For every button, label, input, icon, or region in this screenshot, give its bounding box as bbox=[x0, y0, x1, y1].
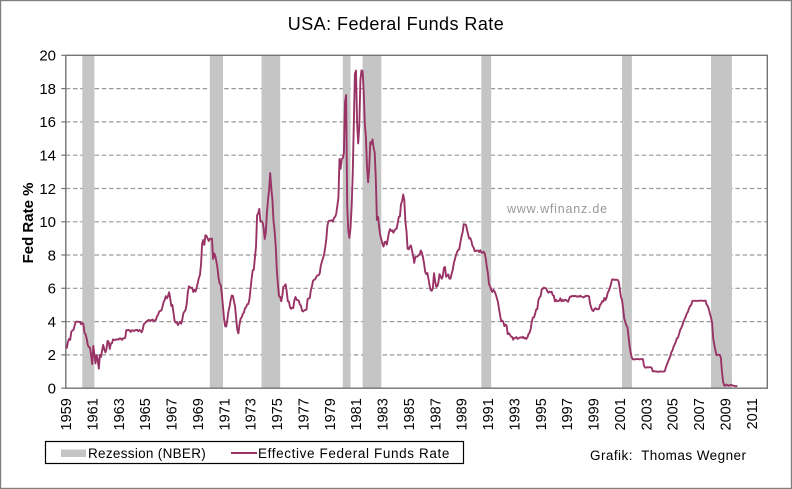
svg-text:12: 12 bbox=[39, 181, 56, 198]
svg-text:1983: 1983 bbox=[376, 398, 392, 430]
svg-text:10: 10 bbox=[39, 214, 56, 231]
svg-text:2007: 2007 bbox=[692, 398, 708, 430]
svg-text:8: 8 bbox=[48, 247, 56, 264]
svg-text:1967: 1967 bbox=[165, 398, 181, 430]
svg-text:2005: 2005 bbox=[666, 398, 682, 430]
svg-text:1991: 1991 bbox=[481, 398, 497, 430]
svg-text:1977: 1977 bbox=[296, 398, 312, 430]
svg-text:4: 4 bbox=[48, 314, 56, 331]
svg-text:6: 6 bbox=[48, 281, 56, 298]
svg-text:1995: 1995 bbox=[534, 398, 550, 430]
svg-text:2: 2 bbox=[48, 347, 56, 364]
svg-text:1973: 1973 bbox=[244, 398, 260, 430]
svg-text:2009: 2009 bbox=[719, 398, 735, 430]
svg-text:1993: 1993 bbox=[508, 398, 524, 430]
svg-text:1997: 1997 bbox=[560, 398, 576, 430]
svg-text:18: 18 bbox=[39, 81, 56, 98]
svg-text:1987: 1987 bbox=[428, 398, 444, 430]
svg-text:Effective Federal Funds Rate: Effective Federal Funds Rate bbox=[258, 446, 450, 461]
svg-text:2001: 2001 bbox=[613, 398, 629, 430]
svg-text:www.wfinanz.de: www.wfinanz.de bbox=[506, 202, 608, 216]
svg-text:1985: 1985 bbox=[402, 398, 418, 430]
svg-text:1989: 1989 bbox=[455, 398, 471, 430]
svg-text:1961: 1961 bbox=[85, 398, 101, 430]
svg-text:1999: 1999 bbox=[587, 398, 603, 430]
svg-text:Grafik: Thomas Wegner: Grafik: Thomas Wegner bbox=[590, 448, 747, 463]
svg-text:2003: 2003 bbox=[639, 398, 655, 430]
svg-text:1963: 1963 bbox=[112, 398, 128, 430]
svg-text:14: 14 bbox=[39, 148, 56, 165]
svg-text:20: 20 bbox=[39, 48, 56, 65]
svg-text:Fed Rate %: Fed Rate % bbox=[20, 183, 37, 264]
svg-text:1981: 1981 bbox=[349, 398, 365, 430]
svg-text:16: 16 bbox=[39, 114, 56, 131]
svg-text:Rezession (NBER): Rezession (NBER) bbox=[88, 446, 206, 461]
svg-text:1969: 1969 bbox=[191, 398, 207, 430]
svg-text:2011: 2011 bbox=[745, 398, 761, 429]
svg-text:0: 0 bbox=[48, 381, 56, 398]
svg-text:1965: 1965 bbox=[138, 398, 154, 430]
svg-text:1979: 1979 bbox=[323, 398, 339, 430]
svg-text:1975: 1975 bbox=[270, 398, 286, 430]
svg-text:1959: 1959 bbox=[59, 398, 75, 430]
svg-text:USA: Federal Funds Rate: USA: Federal Funds Rate bbox=[288, 14, 504, 34]
svg-text:1971: 1971 bbox=[217, 398, 233, 430]
